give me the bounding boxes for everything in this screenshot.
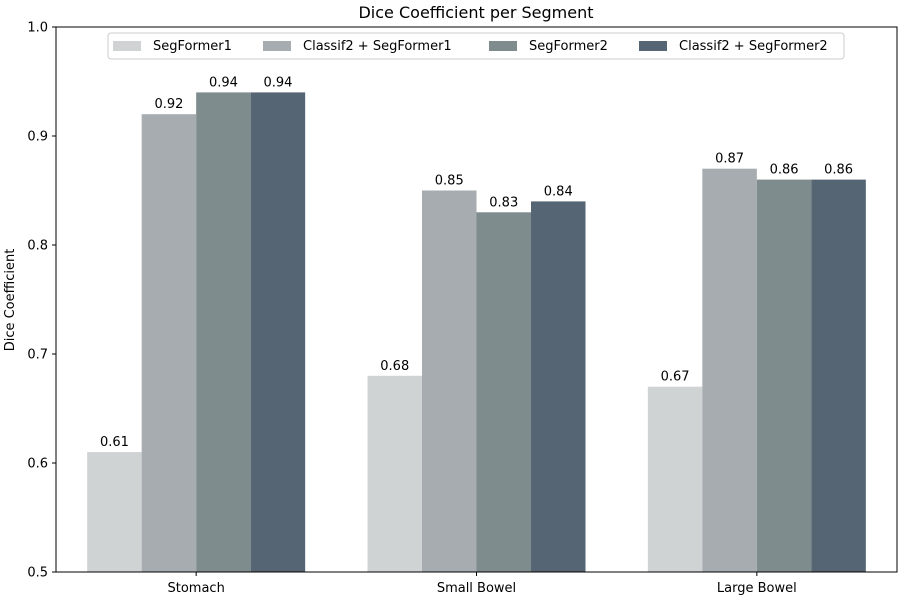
y-tick-label: 0.5 (27, 566, 48, 581)
bar (647, 386, 703, 572)
legend-swatch (489, 41, 517, 51)
bar (702, 168, 757, 572)
legend-swatch (263, 41, 291, 51)
data-label: 0.83 (489, 195, 518, 210)
bar (367, 375, 422, 572)
data-label: 0.94 (263, 75, 292, 90)
y-tick-label: 0.8 (27, 239, 48, 254)
legend-box (107, 32, 845, 60)
data-label: 0.86 (770, 163, 799, 178)
legend-label: SegFormer2 (529, 39, 608, 54)
bar (141, 114, 197, 572)
legend-label: Classif2 + SegFormer1 (303, 39, 452, 54)
bar (87, 452, 142, 572)
data-label: 0.67 (661, 370, 690, 385)
legend: SegFormer1 Classif2 + SegFormer1 SegFormer… (107, 32, 845, 60)
axes-group: 0.5 0.6 0.7 0.8 0.9 1.0 Stomach Small Bowel Larg… (27, 21, 898, 596)
x-tick-label: Large Bowel (717, 581, 797, 596)
bar (250, 92, 306, 573)
data-label: 0.87 (715, 152, 744, 167)
x-tick-label: Small Bowel (437, 581, 516, 596)
legend-label: Classif2 + SegFormer2 (679, 39, 828, 54)
bars-group (87, 92, 866, 573)
data-label: 0.92 (154, 97, 183, 112)
data-labels-group: 0.61 0.92 0.94 0.94 0.68 0.85 0.83 0.84 0.67 0.87… (100, 75, 853, 450)
data-label: 0.61 (100, 435, 129, 450)
data-label: 0.84 (544, 184, 573, 199)
legend-label: SegFormer1 (153, 39, 232, 54)
y-tick-label: 0.9 (27, 130, 48, 145)
legend-swatch (113, 41, 141, 51)
y-axis-label: Dice Coefficient (3, 249, 18, 352)
bar (422, 190, 477, 572)
data-label: 0.86 (824, 163, 853, 178)
bar (196, 92, 251, 573)
legend-swatch (639, 41, 667, 51)
y-tick-label: 1.0 (27, 21, 48, 36)
data-label: 0.68 (380, 359, 409, 374)
chart-title: Dice Coefficient per Segment (358, 3, 593, 22)
bar (811, 179, 866, 572)
bar (476, 212, 531, 573)
data-label: 0.94 (209, 75, 238, 90)
bar (756, 179, 812, 572)
data-label: 0.85 (435, 174, 464, 189)
y-tick-label: 0.6 (27, 457, 48, 472)
bar (531, 201, 586, 572)
y-tick-label: 0.7 (27, 348, 48, 363)
x-tick-label: Stomach (168, 581, 225, 596)
